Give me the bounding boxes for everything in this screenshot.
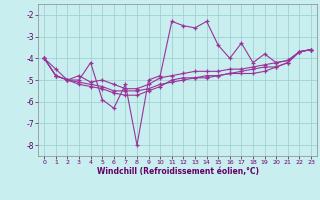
X-axis label: Windchill (Refroidissement éolien,°C): Windchill (Refroidissement éolien,°C) (97, 167, 259, 176)
